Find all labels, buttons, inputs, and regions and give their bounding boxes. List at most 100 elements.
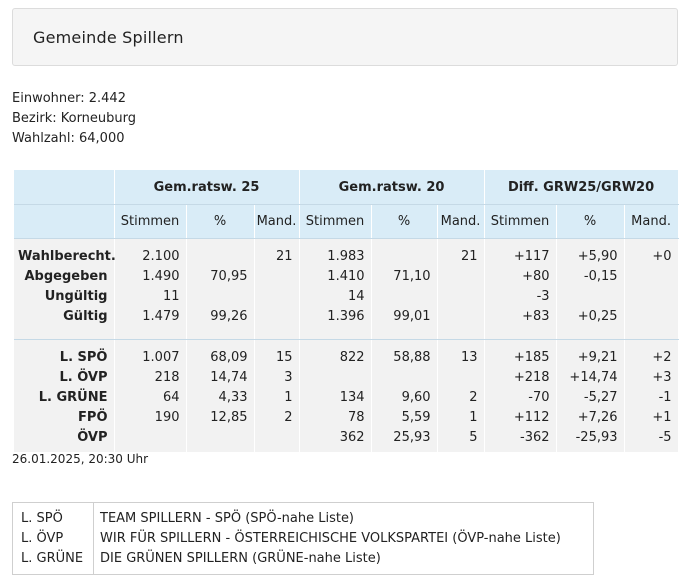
table-cell: [254, 307, 300, 331]
table-cell: +3: [624, 368, 679, 388]
table-cell: [437, 307, 485, 331]
sub-header: Stimmen: [484, 204, 557, 239]
table-cell: 11: [114, 287, 187, 307]
corner-subheader: [14, 204, 115, 239]
row-label: L. GRÜNE: [14, 388, 115, 408]
row-label: Wahlberecht.: [14, 238, 116, 267]
table-cell: 78: [299, 408, 372, 428]
quota-text: Wahlzahl: 64,000: [12, 131, 125, 146]
table-cell: [254, 267, 300, 287]
table-cell: +218: [484, 368, 557, 388]
table-cell: 58,88: [371, 339, 438, 368]
party-row: FPÖ 190 12,85 2 78 5,59 1 +112 +7,26 +1: [14, 408, 679, 428]
table-cell: +5,90: [556, 238, 625, 267]
table-cell: -25,93: [556, 428, 625, 452]
table-cell: -3: [484, 287, 557, 307]
sub-header: Mand.: [437, 204, 485, 239]
table-cell: +7,26: [556, 408, 625, 428]
table-cell: [371, 287, 438, 307]
sub-header: Mand.: [254, 204, 300, 239]
table-cell: 64: [114, 388, 187, 408]
table-cell: 1.410: [299, 267, 372, 287]
table-cell: 1.490: [114, 267, 187, 287]
table-cell: [114, 428, 187, 452]
corner-header: [14, 170, 115, 205]
legend-abbr: L. SPÖ: [12, 502, 94, 529]
table-cell: 99,26: [186, 307, 255, 331]
municipality-info: Einwohner: 2.442 Bezirk: Korneuburg Wahl…: [12, 89, 136, 149]
group-header-grw20: Gem.ratsw. 20: [299, 170, 485, 205]
table-cell: 21: [254, 238, 300, 267]
table-cell: +1: [624, 408, 679, 428]
table-cell: [254, 287, 300, 307]
table-cell: +0,25: [556, 307, 625, 331]
table-cell: [624, 287, 679, 307]
table-cell: +9,21: [556, 339, 625, 368]
separator-cell: [254, 331, 300, 340]
table-cell: +2: [624, 339, 679, 368]
summary-row: Abgegeben 1.490 70,95 1.410 71,10 +80 -0,15: [14, 267, 679, 287]
legend-abbr: L. ÖVP: [12, 529, 94, 549]
population-text: Einwohner: 2.442: [12, 91, 126, 106]
party-row: L. SPÖ 1.007 68,09 15 822 58,88 13 +185 +9,21 +2: [14, 339, 679, 368]
row-label: FPÖ: [14, 408, 115, 428]
table-cell: [186, 287, 255, 307]
page-title: Gemeinde Spillern: [33, 28, 184, 47]
separator-cell: [624, 331, 679, 340]
separator-cell: [299, 331, 372, 340]
row-label: ÖVP: [14, 428, 115, 452]
table-cell: +112: [484, 408, 557, 428]
table-cell: [299, 368, 372, 388]
summary-row: Gültig 1.479 99,26 1.396 99,01 +83 +0,25: [14, 307, 679, 331]
row-label: L. SPÖ: [14, 339, 115, 368]
separator-cell: [114, 331, 187, 340]
sub-header: Stimmen: [114, 204, 187, 239]
table-cell: [556, 287, 625, 307]
separator-cell: [371, 331, 438, 340]
table-cell: [437, 368, 485, 388]
legend-name: WIR FÜR SPILLERN - ÖSTERREICHISCHE VOLKS…: [100, 531, 561, 546]
table-cell: [624, 267, 679, 287]
legend-row: L. SPÖ TEAM SPILLERN - SPÖ (SPÖ-nahe List…: [12, 502, 594, 529]
table-cell: 1: [254, 388, 300, 408]
legend-abbr: L. GRÜNE: [12, 549, 94, 575]
table-cell: 5: [437, 428, 485, 452]
table-cell: -0,15: [556, 267, 625, 287]
table-cell: +117: [484, 238, 557, 267]
table-cell: +14,74: [556, 368, 625, 388]
row-label: L. ÖVP: [14, 368, 115, 388]
table-cell: 4,33: [186, 388, 255, 408]
table-cell: [437, 287, 485, 307]
district-text: Bezirk: Korneuburg: [12, 111, 137, 126]
legend-name: DIE GRÜNEN SPILLERN (GRÜNE-nahe Liste): [100, 551, 381, 566]
table-cell: 70,95: [186, 267, 255, 287]
separator-cell: [437, 331, 485, 340]
table-cell: 2.100: [114, 238, 187, 267]
table-cell: 21: [437, 238, 485, 267]
row-label: Gültig: [14, 307, 115, 331]
table-cell: 3: [254, 368, 300, 388]
party-row: ÖVP 362 25,93 5 -362 -25,93 -5: [14, 428, 679, 452]
separator-cell: [484, 331, 557, 340]
results-body: Wahlberecht. 2.100 21 1.983 21 +117 +5,90 +0 Abg…: [14, 238, 679, 452]
table-cell: 362: [299, 428, 372, 452]
legend-name: TEAM SPILLERN - SPÖ (SPÖ-nahe Liste): [100, 511, 355, 526]
table-cell: 14: [299, 287, 372, 307]
table-cell: 2: [437, 388, 485, 408]
table-cell: [371, 238, 438, 267]
table-cell: [186, 428, 255, 452]
table-cell: [254, 428, 300, 452]
table-cell: 190: [114, 408, 187, 428]
table-cell: 25,93: [371, 428, 438, 452]
timestamp: 26.01.2025, 20:30 Uhr: [12, 452, 149, 466]
table-cell: +83: [484, 307, 557, 331]
summary-row: Ungültig 11 14 -3: [14, 287, 679, 307]
sub-header: Mand.: [624, 204, 679, 239]
separator-cell: [556, 331, 625, 340]
table-cell: 1.479: [114, 307, 187, 331]
sub-header: %: [371, 204, 438, 239]
table-cell: -5: [624, 428, 679, 452]
table-cell: -1: [624, 388, 679, 408]
table-cell: 14,74: [186, 368, 255, 388]
table-cell: 15: [254, 339, 300, 368]
